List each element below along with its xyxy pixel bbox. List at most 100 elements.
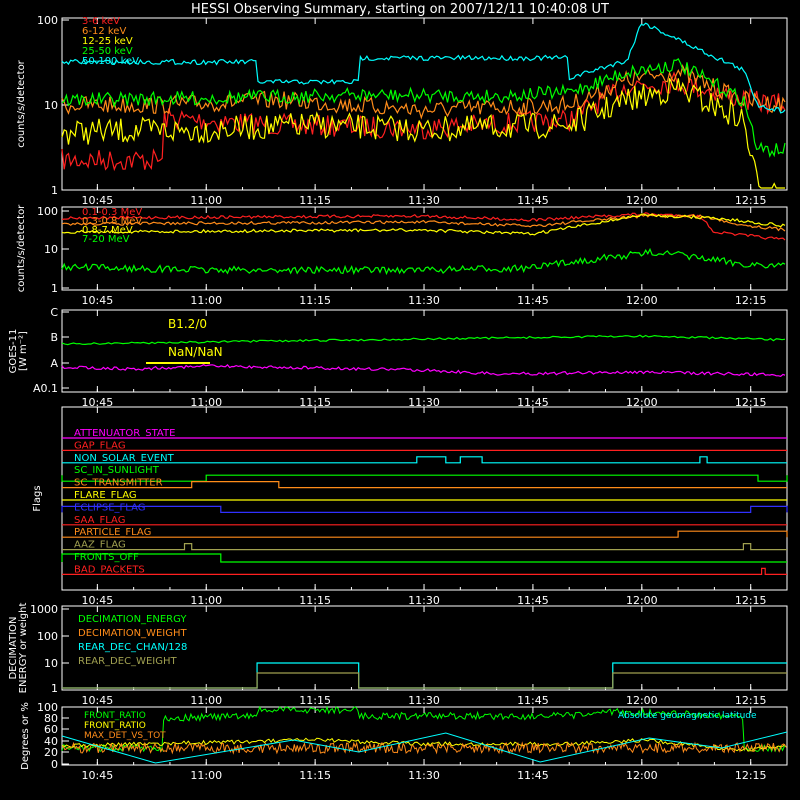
flag-line: [61, 474, 788, 482]
series-line-7-20-mev: [61, 247, 786, 276]
y-tick-label: 80: [44, 712, 58, 725]
time-tick-label: 10:45: [82, 396, 114, 409]
time-tick-label: 12:15: [735, 194, 767, 207]
y-tick-label: 20: [44, 746, 58, 759]
y-tick-label: 100: [37, 14, 58, 27]
legend-entry: REAR_DEC_CHAN/128: [78, 642, 187, 653]
time-tick-label: 10:45: [82, 769, 114, 782]
flag-line: [61, 553, 787, 563]
goes-annotation-1: B1.2/0: [168, 317, 207, 331]
y-axis-label: Degrees or %: [20, 702, 31, 770]
flag-label: PARTICLE_FLAG: [74, 527, 151, 538]
legend-entry: 0.3-0.8 MeV: [82, 216, 142, 227]
series-line-12-25-kev: [61, 78, 785, 189]
flag-label: BAD_PACKETS: [74, 564, 145, 575]
y-axis-label: DECIMATION: [8, 616, 19, 679]
series-line-25-50-kev: [61, 58, 786, 158]
time-tick-label: 11:15: [299, 294, 331, 307]
time-tick-label: 11:45: [517, 194, 549, 207]
time-tick-label: 12:00: [626, 194, 658, 207]
y-axis-label: GOES-11: [8, 329, 19, 374]
time-tick-label: 12:00: [626, 396, 658, 409]
goes-annotation-2: NaN/NaN: [168, 345, 223, 359]
legend-entry: 7-20 MeV: [82, 234, 130, 245]
time-tick-label: 11:00: [190, 694, 222, 707]
y-tick-label: 10: [44, 99, 58, 112]
flag-label: NON_SOLAR_EVENT: [74, 453, 175, 464]
time-tick-label: 11:00: [190, 594, 222, 607]
y-tick-label: 100: [37, 701, 58, 714]
time-tick-label: 12:15: [735, 594, 767, 607]
panel-3: 10:45 11:00 11:15 11:30 11:45 12:00 12:15 A0.1 A…: [8, 306, 788, 409]
panel-5: 10:45 11:00 11:15 11:30 11:45 12:00 12:15 1 10 10…: [8, 603, 788, 707]
y-axis-label-2: ENERGY or weight: [18, 603, 29, 694]
y-tick-label: B: [50, 331, 58, 344]
flag-label: SAA_FLAG: [74, 515, 125, 526]
time-tick-label: 11:00: [190, 194, 222, 207]
time-tick-label: 10:45: [82, 294, 114, 307]
legend-entry: DECIMATION_ENERGY: [78, 614, 187, 625]
legend-entry: 12-25 keV: [82, 36, 133, 47]
time-tick-label: 12:15: [735, 694, 767, 707]
plot-frame: [61, 206, 788, 291]
goes-long-line: [61, 334, 786, 346]
time-tick-label: 11:30: [408, 769, 440, 782]
time-tick-label: 12:00: [626, 694, 658, 707]
time-tick-label: 11:45: [517, 694, 549, 707]
legend-entry: 6-12 keV: [82, 26, 126, 37]
time-tick-label: 11:15: [299, 769, 331, 782]
legend-entry: 0.1-0.3 MeV: [82, 207, 142, 218]
y-tick-label: 10: [44, 657, 58, 670]
time-tick-label: 12:15: [735, 294, 767, 307]
panel-2: 10:45 11:00 11:15 11:30 11:45 12:00 12:15 1 10 10…: [16, 204, 788, 307]
flag-line: [62, 567, 787, 575]
time-tick-label: 12:00: [626, 769, 658, 782]
y-axis-label: Flags: [32, 485, 43, 511]
time-tick-label: 11:15: [299, 396, 331, 409]
flag-line: [62, 456, 787, 464]
time-tick-label: 11:45: [517, 594, 549, 607]
series-line-6-12-kev: [61, 63, 786, 120]
time-tick-label: 10:45: [82, 194, 114, 207]
legend-entry: FRONT_RATIO: [84, 721, 146, 731]
time-tick-label: 11:00: [190, 769, 222, 782]
legend-entry: FRONT_RATIO: [84, 711, 146, 721]
panel-6: 10:45 11:00 11:15 11:30 11:45 12:00 12:15 02040…: [20, 701, 788, 782]
series-line-3-6-kev: [61, 71, 786, 172]
time-tick-label: 11:45: [517, 396, 549, 409]
flag-line: [62, 481, 787, 489]
time-tick-label: 11:45: [517, 294, 549, 307]
flag-label: SC_IN_SUNLIGHT: [74, 465, 160, 476]
time-tick-label: 11:45: [517, 769, 549, 782]
time-tick-label: 11:00: [190, 396, 222, 409]
legend-entry: DECIMATION_WEIGHT: [78, 628, 187, 639]
series-line-0-8-7-mev: [61, 213, 786, 236]
series-line-50-100-kev: [61, 22, 786, 114]
y-tick-label: 0: [51, 758, 58, 771]
geomagnetic-latitude-line: [61, 731, 788, 764]
y-axis-label: counts/s/detector: [16, 204, 27, 292]
y-tick-label: C: [50, 306, 58, 319]
time-tick-label: 11:15: [299, 594, 331, 607]
time-tick-label: 11:30: [408, 194, 440, 207]
y-axis-label: counts/s/detector: [16, 59, 27, 147]
front-ratio-line-2: [61, 737, 786, 752]
figure-title: HESSI Observing Summary, starting on 200…: [191, 2, 609, 17]
time-tick-label: 11:30: [408, 594, 440, 607]
y-tick-label: 10: [44, 243, 58, 256]
panel-1: 10:45 11:00 11:15 11:30 11:45 12:00 12:15 1 10 10…: [16, 14, 788, 207]
y-tick-label: A: [50, 357, 58, 370]
series-line-0-1-0-3-mev: [61, 212, 786, 241]
rear-dec-weight-line: [62, 672, 787, 689]
flag-label: GAP_FLAG: [74, 440, 126, 451]
legend-entry: Absolute geomagnetic latitude: [618, 711, 757, 721]
max-det-line: [61, 741, 787, 755]
flag-line: [62, 543, 787, 551]
time-tick-label: 11:30: [408, 294, 440, 307]
y-tick-label: 1000: [30, 603, 58, 616]
flag-label: AAZ_FLAG: [74, 540, 126, 551]
time-tick-label: 12:15: [735, 396, 767, 409]
time-tick-label: 12:00: [626, 294, 658, 307]
series-line-0-3-0-8-mev: [61, 213, 786, 232]
y-tick-label: 1: [51, 282, 58, 295]
